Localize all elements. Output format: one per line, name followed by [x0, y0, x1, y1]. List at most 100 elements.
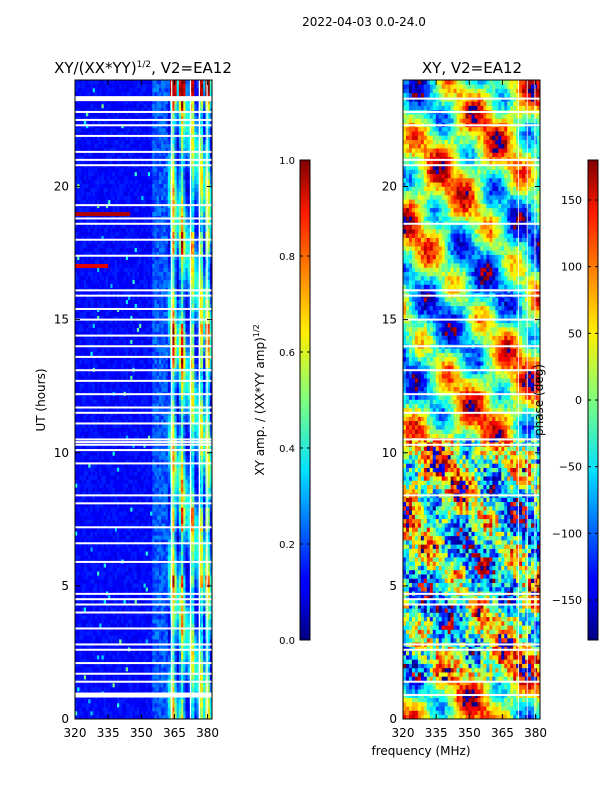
left-heatmap-cell: [128, 583, 131, 588]
left-heatmap-cell: [75, 435, 78, 440]
left-heatmap-cell: [110, 595, 113, 600]
left-heatmap-cell: [75, 575, 78, 580]
left-heatmap-cell: [110, 419, 113, 424]
left-heatmap-cell: [79, 523, 82, 528]
left-heatmap-cell: [110, 179, 113, 185]
left-heatmap-cell: [83, 167, 87, 173]
left-heatmap-cell: [114, 659, 118, 664]
left-heatmap-cell: [81, 119, 85, 125]
left-heatmap-cell: [116, 403, 120, 408]
left-heatmap-cell: [143, 715, 147, 719]
left-heatmap-cell: [123, 507, 127, 512]
left-heatmap-cell: [75, 491, 78, 496]
left-heatmap-cell: [128, 127, 131, 133]
left-heatmap-cell: [83, 239, 87, 245]
left-heatmap-cell: [134, 87, 138, 93]
left-heatmap-cell: [119, 339, 122, 344]
left-heatmap-cell: [128, 415, 131, 420]
left-heatmap-cell: [94, 491, 98, 496]
left-heatmap-cell: [141, 683, 144, 688]
left-heatmap-cell: [97, 195, 100, 201]
left-heatmap-cell: [105, 331, 109, 336]
left-heatmap-cell: [128, 219, 131, 225]
left-heatmap-cell: [103, 80, 107, 85]
left-heatmap-cell: [132, 519, 135, 524]
left-heatmap-cell: [132, 547, 135, 552]
left-heatmap-cell: [99, 263, 102, 268]
left-heatmap-cell: [103, 239, 107, 245]
left-heatmap-cell: [136, 699, 140, 704]
left-heatmap-cell: [139, 327, 142, 332]
left-heatmap-cell: [103, 375, 107, 380]
left-heatmap-cell: [92, 191, 96, 197]
left-heatmap-cell: [119, 303, 122, 308]
left-heatmap-cell: [119, 347, 122, 352]
left-heatmap-cell: [86, 83, 89, 89]
left-heatmap-cell: [77, 155, 80, 161]
left-heatmap-cell: [136, 575, 140, 580]
left-heatmap-cell: [77, 635, 80, 640]
left-heatmap-cell: [94, 347, 98, 352]
left-heatmap-cell: [86, 335, 89, 340]
left-heatmap-cell: [90, 231, 93, 237]
left-heatmap-cell: [75, 319, 78, 324]
left-heatmap-cell: [86, 431, 89, 436]
left-heatmap-cell: [77, 271, 80, 276]
left-heatmap-cell: [77, 583, 80, 588]
left-heatmap-cell: [108, 111, 111, 117]
left-heatmap-cell: [88, 331, 91, 336]
left-heatmap-cell: [101, 407, 105, 412]
left-heatmap-cell: [97, 315, 100, 320]
left-heatmap-cell: [139, 551, 142, 556]
left-heatmap-cell: [136, 483, 140, 488]
left-heatmap-cell: [83, 567, 87, 572]
left-heatmap-cell: [130, 335, 133, 340]
left-heatmap-cell: [75, 339, 78, 344]
left-heatmap-cell: [101, 511, 105, 516]
left-heatmap-cell: [110, 551, 113, 556]
left-heatmap-cell: [132, 459, 135, 464]
left-heatmap-cell: [121, 339, 124, 344]
left-heatmap-cell: [141, 515, 144, 520]
left-heatmap-cell: [101, 535, 105, 540]
left-heatmap-cell: [132, 87, 135, 93]
left-heatmap-cell: [125, 471, 129, 476]
left-heatmap-cell: [86, 119, 89, 125]
left-heatmap-cell: [121, 115, 124, 121]
left-heatmap-cell: [90, 111, 93, 117]
left-heatmap-cell: [130, 275, 133, 280]
left-heatmap-cell: [132, 131, 135, 137]
left-heatmap-cell: [101, 431, 105, 436]
left-heatmap-cell: [132, 475, 135, 480]
left-heatmap-cell: [103, 451, 107, 456]
left-heatmap-cell: [114, 711, 118, 716]
left-heatmap-cell: [103, 107, 107, 113]
left-heatmap-cell: [103, 103, 107, 109]
left-heatmap-cell: [125, 171, 129, 177]
left-heatmap-cell: [108, 503, 111, 508]
left-heatmap-cell: [94, 715, 98, 719]
left-heatmap-cell: [94, 179, 98, 185]
left-heatmap-cell: [81, 635, 85, 640]
left-heatmap-cell: [110, 80, 113, 85]
left-heatmap-cell: [86, 539, 89, 544]
left-heatmap-cell: [94, 275, 98, 280]
left-heatmap-cell: [123, 455, 127, 460]
left-heatmap-cell: [77, 459, 80, 464]
left-heatmap-cell: [121, 531, 124, 536]
left-heatmap-cell: [77, 80, 80, 85]
left-heatmap-cell: [103, 407, 107, 412]
left-heatmap-cell: [108, 119, 111, 125]
left-heatmap-cell: [134, 283, 138, 288]
left-heatmap-cell: [121, 463, 124, 468]
left-heatmap-cell: [112, 543, 116, 548]
left-heatmap-cell: [136, 427, 140, 432]
left-heatmap-cell: [86, 667, 89, 672]
left-heatmap-cell: [88, 159, 91, 165]
left-heatmap-cell: [139, 211, 142, 217]
left-heatmap-cell: [105, 131, 109, 137]
left-heatmap-cell: [125, 707, 129, 712]
left-heatmap-cell: [123, 555, 127, 560]
left-heatmap-cell: [130, 687, 133, 692]
left-heatmap-cell: [97, 595, 100, 600]
